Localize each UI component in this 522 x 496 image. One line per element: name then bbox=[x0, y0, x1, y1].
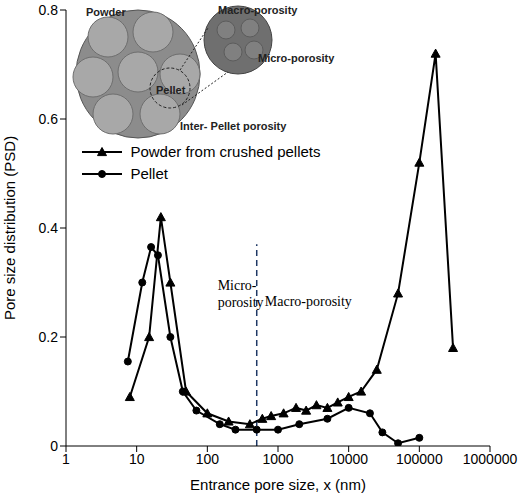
svg-text:10: 10 bbox=[129, 451, 145, 467]
svg-text:1000000: 1000000 bbox=[463, 451, 518, 467]
html-text:porosity Macro-porosity: porosity Macro-porosity bbox=[217, 294, 352, 310]
svg-text:0.4: 0.4 bbox=[39, 220, 59, 236]
svg-text:Entrance pore size, x (nm): Entrance pore size, x (nm) bbox=[190, 476, 366, 493]
svg-text:0.2: 0.2 bbox=[39, 329, 59, 345]
svg-text:0.8: 0.8 bbox=[39, 2, 59, 18]
svg-text:100: 100 bbox=[196, 451, 220, 467]
svg-text:Micro-porosity: Micro-porosity bbox=[258, 52, 335, 64]
svg-text:Pore size distribution (PSD): Pore size distribution (PSD) bbox=[1, 136, 18, 320]
svg-text:Inter- Pellet porosity: Inter- Pellet porosity bbox=[180, 120, 287, 132]
svg-text:1000: 1000 bbox=[262, 451, 293, 467]
svg-text:0.6: 0.6 bbox=[39, 111, 59, 127]
html-text:Pellet: Pellet bbox=[130, 165, 168, 183]
svg-text:1: 1 bbox=[62, 451, 70, 467]
svg-text:Powder: Powder bbox=[86, 6, 126, 18]
svg-text:Macro-porosity: Macro-porosity bbox=[218, 4, 298, 16]
svg-text:0: 0 bbox=[50, 438, 58, 454]
svg-text:10000: 10000 bbox=[329, 451, 368, 467]
html-text:Powder from crushed pellets: Powder from crushed pellets bbox=[130, 143, 321, 161]
svg-text:Pellet: Pellet bbox=[156, 84, 186, 96]
html-text:Micro-: Micro- bbox=[217, 278, 257, 293]
svg-text:100000: 100000 bbox=[396, 451, 443, 467]
